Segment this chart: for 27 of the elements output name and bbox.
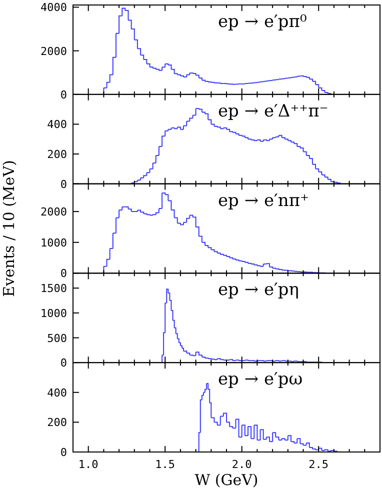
annotation: ep → e′pπ⁰ — [218, 12, 307, 32]
y-tick-label: 0 — [60, 446, 67, 459]
x-tick-label: 1.0 — [78, 458, 98, 471]
annotation: ep → e′nπ⁺ — [218, 190, 310, 211]
y-tick-label: 200 — [47, 148, 67, 161]
y-axis-title: Events / 10 (MeV) — [0, 160, 18, 297]
y-tick-label: 2000 — [40, 206, 67, 219]
y-tick-label: 0 — [60, 356, 67, 370]
y-tick-label: 400 — [47, 118, 67, 132]
y-tick-label: 200 — [47, 416, 67, 430]
annotation: ep → e′pη — [218, 280, 299, 300]
y-tick-label: 1000 — [40, 306, 67, 320]
y-tick-label: 400 — [47, 386, 67, 400]
y-tick-label: 0 — [60, 267, 67, 280]
annotation: ep → e′pω — [218, 370, 303, 390]
y-tick-label: 4000 — [40, 1, 67, 14]
y-tick-label: 1000 — [40, 236, 67, 250]
x-tick-label: 2.0 — [232, 458, 252, 471]
y-tick-label: 1500 — [40, 282, 67, 296]
y-tick-label: 0 — [60, 178, 67, 191]
x-tick-label: 2.5 — [308, 458, 329, 471]
y-tick-label: 0 — [60, 88, 67, 102]
y-tick-label: 2000 — [40, 44, 67, 58]
y-tick-label: 500 — [47, 332, 67, 345]
annotation: ep → e′Δ⁺⁺π⁻ — [218, 101, 328, 122]
x-tick-label: 1.5 — [155, 458, 176, 471]
x-axis-title: W (GeV) — [194, 471, 258, 489]
